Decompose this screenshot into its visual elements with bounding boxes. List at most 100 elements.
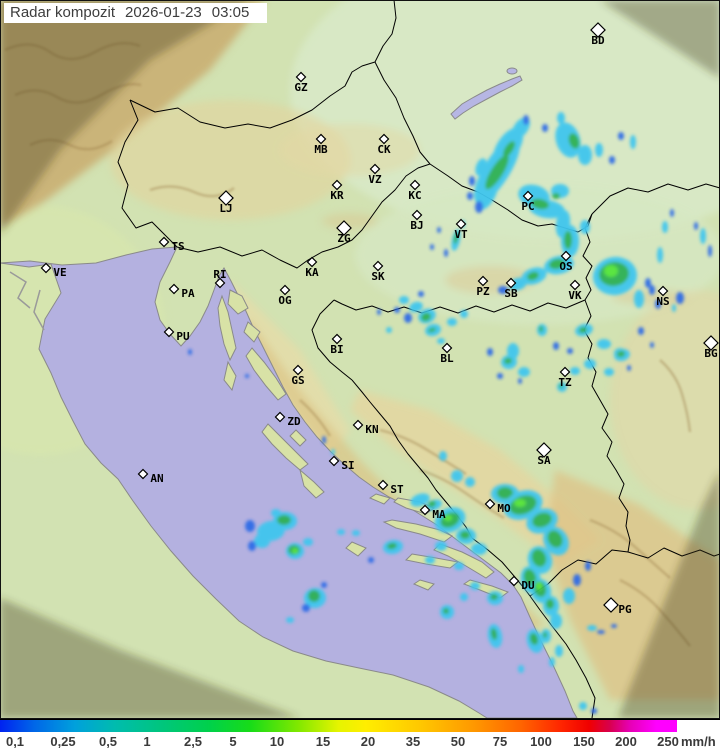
city-label: VZ — [368, 173, 382, 186]
precipitation-cell — [546, 599, 554, 609]
legend-tick-label: 250 — [657, 734, 679, 749]
city-label: NS — [656, 295, 669, 308]
city-label: SA — [537, 454, 551, 467]
precipitation-cell — [609, 156, 615, 164]
precipitation-cell — [570, 367, 580, 375]
city-marker-pz: PZ — [476, 275, 490, 298]
venice-lagoon — [9, 271, 45, 331]
city-diamond-icon — [455, 218, 467, 230]
city-label: RI — [213, 268, 226, 281]
precipitation-cell — [597, 630, 605, 634]
city-label: KC — [408, 189, 421, 202]
legend-tick-label: 2,5 — [183, 734, 203, 749]
precipitation-cell — [563, 588, 575, 604]
precipitation-cell — [430, 244, 434, 250]
precipitation-cell — [584, 359, 596, 369]
precipitation-cell — [465, 477, 475, 487]
precipitation-cell — [529, 633, 539, 645]
precipitation-cell — [470, 582, 480, 590]
city-label: KN — [365, 423, 378, 436]
city-label: MO — [497, 502, 511, 515]
precipitation-cell — [387, 542, 397, 550]
precipitation-cell — [649, 285, 655, 295]
precipitation-cell — [655, 299, 661, 309]
precipitation-cell — [303, 538, 313, 546]
city-diamond-icon — [569, 279, 581, 291]
product-title: Radar kompozit — [10, 4, 116, 21]
city-diamond-icon — [315, 133, 327, 145]
legend-tick-label: 150 — [573, 734, 595, 749]
precipitation-cell — [518, 665, 524, 673]
precipitation-cell — [490, 594, 498, 600]
city-marker-tz: TZ — [558, 366, 572, 389]
city-marker-sa: SA — [536, 442, 552, 467]
city-diamond-icon — [559, 366, 571, 378]
precipitation-cell — [532, 512, 552, 528]
city-marker-mo: MO — [484, 498, 511, 515]
city-label: TZ — [558, 376, 572, 389]
precipitation-cell — [475, 201, 483, 213]
city-label: PZ — [476, 285, 490, 298]
city-marker-zg: ZG — [336, 220, 352, 245]
city-marker-ri: RI — [213, 268, 227, 289]
city-diamond-icon — [328, 455, 340, 467]
precipitation-cell — [694, 222, 698, 230]
city-label: PA — [181, 287, 195, 300]
precipitation-cell — [587, 625, 597, 631]
precipitation-cell — [630, 135, 636, 149]
precipitation-cell — [447, 318, 457, 326]
city-label: OG — [278, 294, 292, 307]
city-label: VE — [53, 266, 66, 279]
city-marker-kr: KR — [330, 179, 344, 202]
precipitation-cell — [428, 500, 436, 508]
city-label: SI — [341, 459, 354, 472]
city-diamond-icon — [377, 479, 389, 491]
precipitation-cell — [394, 307, 400, 313]
precipitation-cell — [518, 367, 530, 377]
city-label: ST — [390, 483, 404, 496]
precipitation-cell — [708, 245, 712, 257]
city-diamond-icon — [158, 236, 170, 248]
city-diamond-icon — [163, 326, 175, 338]
city-marker-sk: SK — [371, 260, 385, 283]
precipitation-cell — [485, 154, 509, 190]
precipitation-cell — [650, 342, 654, 348]
precipitation-cell — [591, 708, 597, 714]
precipitation-cell — [553, 342, 559, 350]
legend-tick-label: 20 — [360, 734, 376, 749]
city-marker-pc: PC — [521, 190, 535, 213]
precipitation-cell — [337, 529, 345, 535]
legend-tick-label: 200 — [615, 734, 637, 749]
precipitation-cell — [672, 304, 676, 312]
precipitation-cell — [254, 534, 270, 548]
city-diamond-icon — [274, 411, 286, 423]
city-marker-og: OG — [278, 284, 292, 307]
precipitation-cell — [248, 541, 256, 551]
radar-range-mask — [0, 0, 720, 718]
city-markers: GZ BD MB CK VZ KR KC LJ BJ VT PC TS ZG RI VE PA KA SK OG PZ… — [40, 22, 719, 616]
intensity-legend: 0,1 0,25 0,5 1 2,5 5 10 15 20 35 50 75 100 150 200 250 … — [0, 719, 720, 751]
precipitation-cell — [302, 604, 310, 612]
legend-tick-label: 0,25 — [50, 734, 76, 749]
precipitation-cell — [368, 557, 374, 563]
city-marker-mb: MB — [314, 133, 328, 156]
legend-separator — [0, 719, 720, 720]
city-marker-ma: MA — [419, 504, 446, 521]
city-label: SB — [504, 287, 518, 300]
city-label: BL — [440, 352, 454, 365]
city-label: LJ — [219, 202, 232, 215]
precipitation-cell — [471, 543, 487, 555]
city-label: VK — [568, 289, 582, 302]
city-marker-kc: KC — [408, 179, 422, 202]
city-label: KA — [305, 266, 319, 279]
precipitation-cell — [536, 582, 542, 590]
city-diamond-icon — [214, 277, 226, 289]
city-marker-bl: BL — [440, 342, 454, 365]
precipitation-cell — [188, 349, 192, 355]
precipitation-cell — [331, 449, 335, 455]
precipitation-cell — [428, 327, 436, 333]
precipitation-cell — [321, 582, 327, 588]
city-marker-kn: KN — [352, 419, 379, 436]
precipitation-cell — [421, 312, 431, 322]
precipitation-cell — [543, 632, 547, 638]
